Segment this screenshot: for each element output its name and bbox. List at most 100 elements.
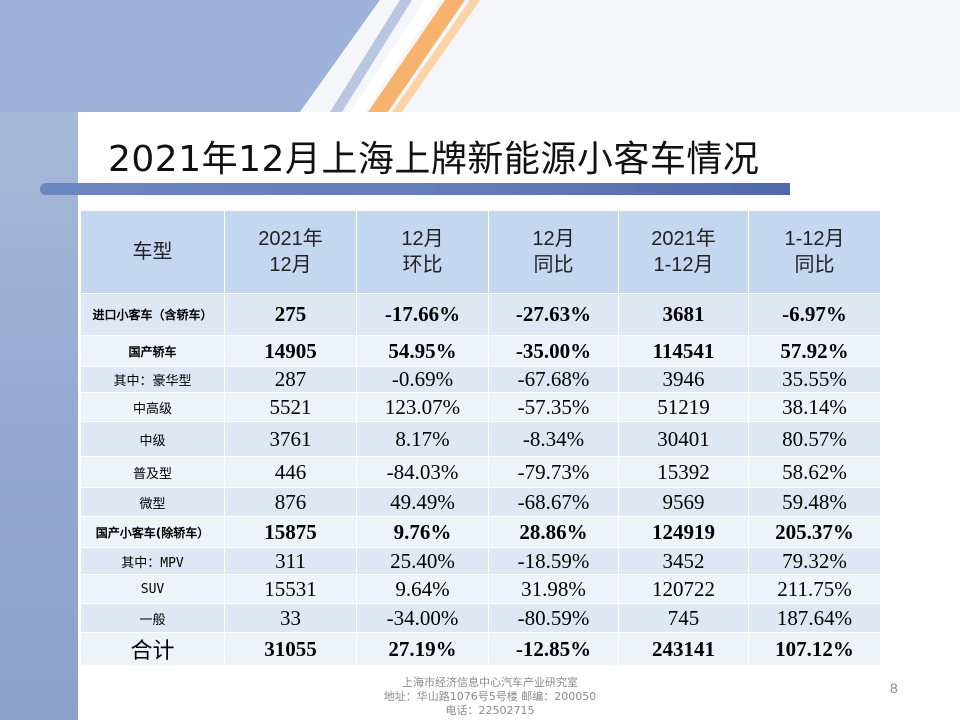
footer-phone: 电话：22502715 bbox=[445, 704, 535, 717]
row-value: -12.85% bbox=[488, 632, 619, 666]
row-value: -6.97% bbox=[748, 293, 881, 336]
row-value: 27.19% bbox=[356, 632, 489, 666]
row-value: 205.37% bbox=[748, 516, 881, 548]
table-row: 中级 3761 8.17% -8.34% 30401 80.57% bbox=[80, 421, 881, 457]
header-mom: 12月 环比 bbox=[356, 210, 489, 294]
table-row: 其中：豪华型 287 -0.69% -67.68% 3946 35.55% bbox=[80, 366, 881, 393]
row-value: 79.32% bbox=[748, 547, 881, 575]
row-value: 30401 bbox=[618, 421, 749, 457]
row-category: SUV bbox=[80, 574, 225, 604]
row-value: -27.63% bbox=[488, 293, 619, 336]
row-value: -0.69% bbox=[356, 366, 489, 393]
row-value: 49.49% bbox=[356, 487, 489, 517]
row-value: 31055 bbox=[224, 632, 357, 666]
row-value: 114541 bbox=[618, 335, 749, 367]
row-value: -79.73% bbox=[488, 456, 619, 488]
row-value: 876 bbox=[224, 487, 357, 517]
row-value: 745 bbox=[618, 603, 749, 633]
sales-table: 车型 2021年 12月 12月 环比 12月 同比 2021年 1-12月 1-12月… bbox=[80, 210, 881, 666]
footer-address: 地址：华山路1076号5号楼 邮编：200050 bbox=[383, 690, 597, 703]
row-value: -8.34% bbox=[488, 421, 619, 457]
table-row: 中高级 5521 123.07% -57.35% 51219 38.14% bbox=[80, 392, 881, 422]
row-value: -35.00% bbox=[488, 335, 619, 367]
table-row: 国产轿车 14905 54.95% -35.00% 114541 57.92% bbox=[80, 335, 881, 367]
row-category: 其中：MPV bbox=[80, 547, 225, 575]
row-value: 9.64% bbox=[356, 574, 489, 604]
row-value: 33 bbox=[224, 603, 357, 633]
row-value: 57.92% bbox=[748, 335, 881, 367]
row-value: -57.35% bbox=[488, 392, 619, 422]
row-value: 3946 bbox=[618, 366, 749, 393]
row-category: 国产轿车 bbox=[80, 335, 225, 367]
row-value: 9.76% bbox=[356, 516, 489, 548]
row-value: -18.59% bbox=[488, 547, 619, 575]
footer-contact: 上海市经济信息中心汽车产业研究室 地址：华山路1076号5号楼 邮编：20005… bbox=[340, 676, 640, 718]
page-number: 8 bbox=[890, 680, 898, 696]
row-value: 14905 bbox=[224, 335, 357, 367]
row-value: 15392 bbox=[618, 456, 749, 488]
title-card bbox=[78, 112, 960, 194]
row-value: -80.59% bbox=[488, 603, 619, 633]
row-value: 311 bbox=[224, 547, 357, 575]
row-value: 3681 bbox=[618, 293, 749, 336]
row-category: 中高级 bbox=[80, 392, 225, 422]
slide-title: 2021年12月上海上牌新能源小客车情况 bbox=[108, 139, 760, 180]
header-ytd-yoy: 1-12月 同比 bbox=[748, 210, 881, 294]
row-value: 28.86% bbox=[488, 516, 619, 548]
row-value: 15531 bbox=[224, 574, 357, 604]
footer-org: 上海市经济信息中心汽车产业研究室 bbox=[402, 676, 578, 689]
row-value: 211.75% bbox=[748, 574, 881, 604]
row-value: 275 bbox=[224, 293, 357, 336]
left-decorative-band bbox=[0, 0, 78, 720]
row-value: 51219 bbox=[618, 392, 749, 422]
row-value: 8.17% bbox=[356, 421, 489, 457]
header-yoy: 12月 同比 bbox=[488, 210, 619, 294]
table-row: 其中：MPV 311 25.40% -18.59% 3452 79.32% bbox=[80, 547, 881, 575]
row-category: 中级 bbox=[80, 421, 225, 457]
header-vehicle-type: 车型 bbox=[80, 210, 225, 294]
table-row: SUV 15531 9.64% 31.98% 120722 211.75% bbox=[80, 574, 881, 604]
row-value: -84.03% bbox=[356, 456, 489, 488]
header-dec-2021: 2021年 12月 bbox=[224, 210, 357, 294]
row-value: 107.12% bbox=[748, 632, 881, 666]
row-value: 31.98% bbox=[488, 574, 619, 604]
row-value: -17.66% bbox=[356, 293, 489, 336]
row-value: 25.40% bbox=[356, 547, 489, 575]
row-value: 15875 bbox=[224, 516, 357, 548]
row-category: 进口小客车（含轿车） bbox=[80, 293, 225, 336]
header-ytd-2021: 2021年 1-12月 bbox=[618, 210, 749, 294]
row-value: 58.62% bbox=[748, 456, 881, 488]
table-row: 微型 876 49.49% -68.67% 9569 59.48% bbox=[80, 487, 881, 517]
row-category: 普及型 bbox=[80, 456, 225, 488]
table-row: 国产小客车(除轿车） 15875 9.76% 28.86% 124919 205.37% bbox=[80, 516, 881, 548]
row-value: 124919 bbox=[618, 516, 749, 548]
row-value: 120722 bbox=[618, 574, 749, 604]
row-category: 合计 bbox=[80, 632, 225, 666]
row-value: 9569 bbox=[618, 487, 749, 517]
table-row: 一般 33 -34.00% -80.59% 745 187.64% bbox=[80, 603, 881, 633]
row-value: 3452 bbox=[618, 547, 749, 575]
row-value: 35.55% bbox=[748, 366, 881, 393]
row-value: 446 bbox=[224, 456, 357, 488]
row-value: -34.00% bbox=[356, 603, 489, 633]
row-value: 187.64% bbox=[748, 603, 881, 633]
row-value: 80.57% bbox=[748, 421, 881, 457]
row-value: 38.14% bbox=[748, 392, 881, 422]
title-underline-bar bbox=[40, 183, 790, 195]
row-value: 123.07% bbox=[356, 392, 489, 422]
row-category: 微型 bbox=[80, 487, 225, 517]
row-value: -67.68% bbox=[488, 366, 619, 393]
row-value: 59.48% bbox=[748, 487, 881, 517]
table-row: 合计 31055 27.19% -12.85% 243141 107.12% bbox=[80, 632, 881, 666]
row-value: -68.67% bbox=[488, 487, 619, 517]
table-row: 普及型 446 -84.03% -79.73% 15392 58.62% bbox=[80, 456, 881, 488]
row-category: 其中：豪华型 bbox=[80, 366, 225, 393]
table-row: 进口小客车（含轿车） 275 -17.66% -27.63% 3681 -6.97% bbox=[80, 293, 881, 336]
row-value: 54.95% bbox=[356, 335, 489, 367]
row-value: 243141 bbox=[618, 632, 749, 666]
row-value: 3761 bbox=[224, 421, 357, 457]
row-value: 287 bbox=[224, 366, 357, 393]
table-header-row: 车型 2021年 12月 12月 环比 12月 同比 2021年 1-12月 1-12月… bbox=[80, 210, 881, 294]
row-category: 一般 bbox=[80, 603, 225, 633]
row-value: 5521 bbox=[224, 392, 357, 422]
